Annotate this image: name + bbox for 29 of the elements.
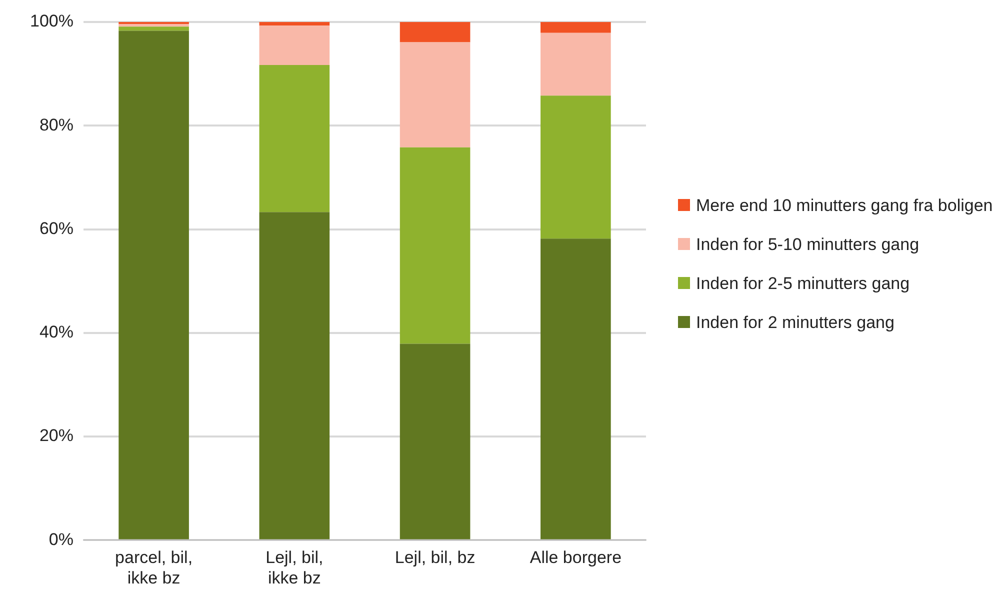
x-tick-label: Lejl, bil, ikke bz (266, 548, 324, 588)
legend-label: Inden for 5-10 minutters gang (696, 234, 920, 255)
y-tick-label: 80% (39, 115, 74, 134)
bar (118, 24, 189, 27)
x-tick-label: Lejl, bil, bz (394, 548, 476, 568)
bar (400, 147, 470, 344)
legend-label: Inden for 2 minutters gang (696, 312, 894, 333)
y-tick-label: 0% (48, 530, 74, 549)
x-tick-label: parcel, bil, ikke bz (115, 548, 193, 588)
y-tick-label: 100% (30, 12, 74, 31)
bar (400, 344, 470, 540)
bar (118, 30, 189, 540)
y-tick-label: 20% (39, 426, 74, 446)
bar (400, 22, 470, 42)
legend-label: Mere end 10 minutters gang fra boligen (696, 195, 993, 216)
y-tick-label: 60% (39, 218, 74, 238)
bar (540, 96, 611, 239)
x-tick-label: Alle borgere (530, 548, 622, 568)
bar (540, 22, 611, 33)
legend-label: Inden for 2-5 minutters gang (696, 273, 910, 294)
bar (259, 65, 330, 212)
bar (259, 22, 330, 26)
bar (118, 26, 189, 31)
bar (259, 212, 330, 540)
bar (400, 42, 470, 148)
y-tick-label: 40% (39, 322, 74, 342)
bar (259, 26, 330, 66)
bar (540, 238, 611, 540)
bar (540, 32, 611, 96)
